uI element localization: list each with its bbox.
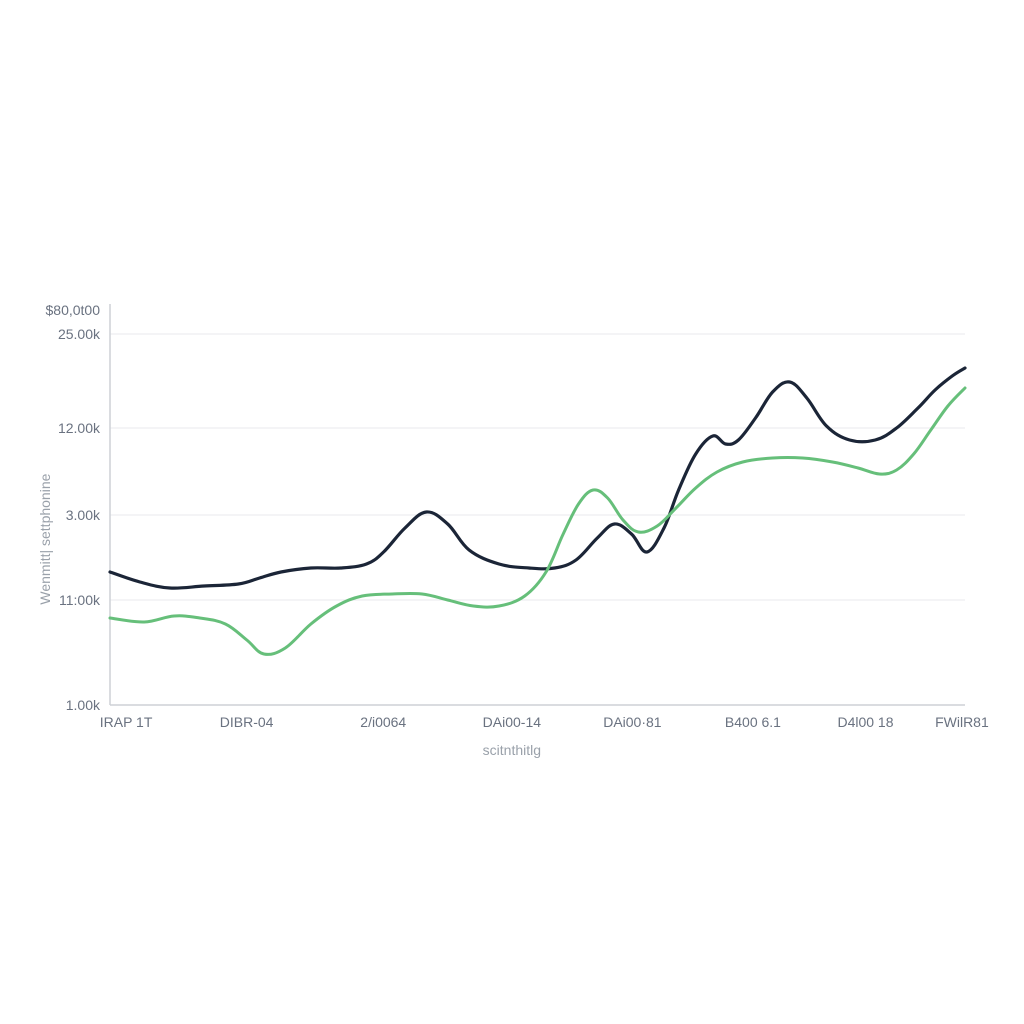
series-dark bbox=[110, 368, 965, 588]
y-axis: $80,0t00 25.00k 12.00k 3.00k 11:00k 1.00k bbox=[46, 302, 111, 713]
x-tick-label: FWilR81 bbox=[935, 714, 989, 730]
y-tick-label: 11:00k bbox=[59, 592, 101, 608]
y-tick-label: $80,0t00 bbox=[46, 302, 101, 318]
x-axis: IRAP 1T DIBR-04 2/i0064 DAi00-14 DAi00·81 B40… bbox=[100, 705, 989, 730]
y-tick-label: 12.00k bbox=[58, 420, 101, 436]
line-chart: $80,0t00 25.00k 12.00k 3.00k 11:00k 1.00k IRA… bbox=[0, 0, 1024, 1024]
x-tick-label: D4l00 18 bbox=[837, 714, 893, 730]
x-axis-title: scitnthitlg bbox=[483, 742, 541, 758]
chart-svg: $80,0t00 25.00k 12.00k 3.00k 11:00k 1.00k IRA… bbox=[0, 0, 1024, 1024]
chart-grid bbox=[110, 334, 965, 705]
chart-series bbox=[110, 368, 965, 654]
x-tick-label: DIBR-04 bbox=[220, 714, 274, 730]
x-tick-label: DAi00·81 bbox=[603, 714, 662, 730]
y-tick-label: 1.00k bbox=[66, 697, 101, 713]
x-tick-label: 2/i0064 bbox=[360, 714, 406, 730]
y-tick-label: 25.00k bbox=[58, 326, 101, 342]
x-tick-label: DAi00-14 bbox=[483, 714, 542, 730]
y-axis-title: Wenmitt| settphonine bbox=[37, 473, 53, 604]
x-tick-label: B400 6.1 bbox=[725, 714, 781, 730]
x-tick-label: IRAP 1T bbox=[100, 714, 153, 730]
y-tick-label: 3.00k bbox=[66, 507, 101, 523]
